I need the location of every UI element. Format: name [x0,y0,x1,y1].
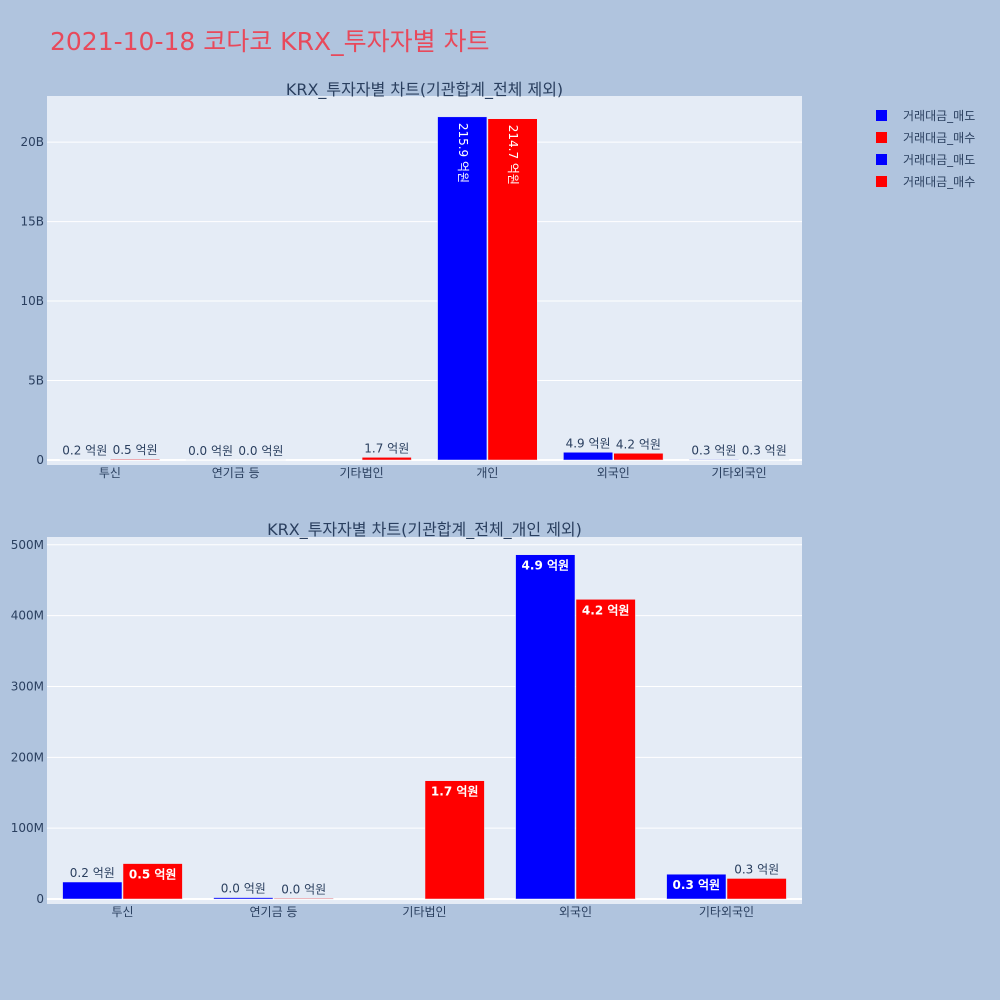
data-label: 0.0 억원 [188,444,233,458]
y-tick-label: 200M [11,750,44,764]
legend-label: 거래대금_매도 [903,108,976,123]
x-tick-label: 기타법인 [339,466,383,480]
data-label: 4.9 억원 [566,436,611,450]
chart-title: KRX_투자자별 차트(기관합계_전체 제외) [286,80,563,100]
legend-label: 거래대금_매수 [903,130,976,145]
data-label: 0.5 억원 [113,443,158,457]
data-label: 0.3 억원 [673,878,721,892]
bar[interactable] [213,897,274,900]
bar[interactable] [122,863,183,900]
chart-title: KRX_투자자별 차트(기관합계_전체_개인 제외) [267,520,582,540]
y-tick-label: 15B [20,215,44,229]
legend-item[interactable]: 거래대금_매수 [876,170,975,192]
x-tick-label: 투신 [111,905,133,919]
plot-area [47,537,802,904]
legend-label: 거래대금_매수 [903,174,976,189]
legend-swatch [876,109,887,121]
data-label: 0.0 억원 [221,882,266,896]
bar[interactable] [613,453,664,461]
legend-label: 거래대금_매도 [903,152,976,167]
bar[interactable] [437,116,488,461]
data-label: 0.3 억원 [691,443,736,457]
data-label: 0.2 억원 [70,866,115,880]
bar[interactable] [563,452,614,461]
data-label: 1.7 억원 [431,785,479,799]
page-title: 2021-10-18 코다코 KRX_투자자별 차트 [50,27,490,56]
y-tick-label: 300M [11,679,44,693]
bar[interactable] [62,881,123,900]
plot-area [47,96,802,465]
y-tick-label: 20B [20,135,44,149]
x-tick-label: 기타외국인 [711,466,766,480]
data-label: 0.5 억원 [129,868,177,882]
y-tick-label: 10B [20,294,44,308]
data-label: 1.7 억원 [364,441,409,455]
x-tick-label: 기타외국인 [699,905,754,919]
bar[interactable] [666,873,727,900]
data-label: 0.3 억원 [734,862,779,876]
x-tick-label: 투신 [99,466,121,480]
bar[interactable] [575,599,636,900]
data-label: 0.2 억원 [62,444,107,458]
data-label: 215.9 억원 [456,123,470,183]
bar[interactable] [110,458,160,461]
bar[interactable] [726,878,787,900]
data-label: 4.2 억원 [616,437,661,451]
y-tick-label: 100M [11,821,44,835]
legend-item[interactable]: 거래대금_매도 [876,148,975,170]
data-label: 0.3 억원 [742,444,787,458]
y-tick-label: 500M [11,538,44,552]
legend-swatch [876,131,887,143]
bar[interactable] [487,118,538,461]
legend-item[interactable]: 거래대금_매도 [876,104,975,126]
y-tick-label: 0 [36,892,44,906]
x-tick-label: 외국인 [597,466,630,480]
data-label: 214.7 억원 [506,125,520,185]
bar[interactable] [273,898,334,900]
data-label: 4.2 억원 [582,603,630,617]
bar[interactable] [515,554,576,900]
data-label: 0.0 억원 [281,882,326,896]
y-tick-label: 5B [28,374,44,388]
x-tick-label: 연기금 등 [212,466,260,480]
y-tick-label: 400M [11,609,44,623]
bar[interactable] [689,459,739,461]
legend-swatch [876,153,887,165]
legend: 거래대금_매도 거래대금_매수 거래대금_매도 거래대금_매수 [876,104,975,192]
x-tick-label: 연기금 등 [250,905,298,919]
y-tick-label: 0 [36,453,44,467]
bar[interactable] [424,780,485,900]
data-label: 4.9 억원 [522,559,570,573]
bar[interactable] [361,457,412,461]
legend-swatch [876,175,887,187]
data-label: 0.0 억원 [238,444,283,458]
x-tick-label: 외국인 [559,905,592,919]
legend-item[interactable]: 거래대금_매수 [876,126,975,148]
x-tick-label: 개인 [476,466,498,480]
x-tick-label: 기타법인 [402,905,446,919]
